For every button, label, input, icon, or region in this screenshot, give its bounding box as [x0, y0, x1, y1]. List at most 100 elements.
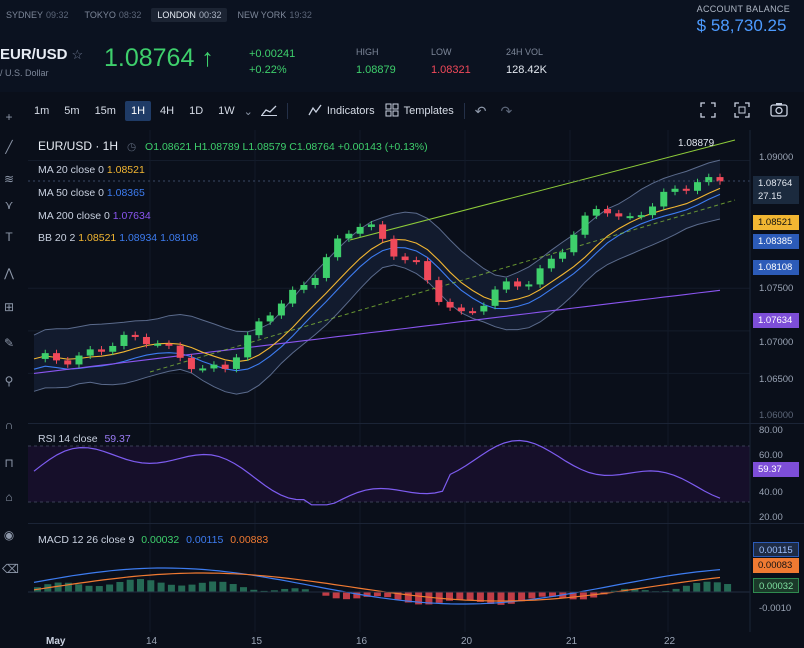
symbol-subtitle: / U.S. Dollar	[0, 68, 49, 78]
macd-histogram-bar	[116, 581, 124, 593]
rsi-band	[28, 446, 750, 502]
magnet-icon[interactable]: ∩	[4, 418, 14, 432]
candle-body	[716, 177, 724, 182]
pitchfork-icon[interactable]: ⋎	[4, 198, 14, 212]
x-axis-label: 21	[566, 636, 578, 647]
chevron-down-icon[interactable]: ⌄	[243, 105, 253, 118]
candle-body	[334, 238, 342, 258]
candle-body	[637, 215, 645, 218]
candle-body	[300, 284, 308, 290]
legend-ma20[interactable]: MA 20 close 0 1.08521	[38, 164, 145, 176]
fullscreen-icon[interactable]	[700, 101, 716, 121]
trendline-icon[interactable]: ╱	[5, 140, 13, 154]
expand-icon[interactable]	[734, 101, 750, 121]
lock-drawings-icon[interactable]: ⌂	[5, 490, 13, 504]
macd-histogram-bar	[466, 592, 474, 601]
macd-histogram-bar	[64, 582, 72, 593]
timeframe-1d[interactable]: 1D	[189, 105, 204, 117]
timeframe-4h[interactable]: 4H	[160, 105, 175, 117]
crosshair-icon[interactable]: +	[5, 110, 13, 124]
macd-signal-tag: 0.00083	[753, 558, 799, 573]
macd-line-value: 0.00115	[186, 534, 224, 546]
macd-histogram-bar	[291, 588, 299, 593]
candle-body	[131, 334, 139, 337]
eye-icon[interactable]: ◉	[3, 528, 15, 542]
session-sydney[interactable]: SYDNEY 09:32	[0, 8, 75, 22]
macd-histogram-bar	[147, 580, 155, 593]
macd-histogram-bar	[435, 592, 443, 603]
projection-icon[interactable]: ⊞	[3, 300, 15, 314]
rsi-legend[interactable]: RSI 14 close 59.37	[38, 433, 131, 445]
countdown: 27.15	[758, 191, 782, 202]
chart-type-icon[interactable]	[260, 104, 277, 119]
candle-body	[232, 357, 240, 369]
macd-histogram-bar	[322, 592, 330, 596]
candle-body	[379, 224, 387, 239]
toolbar-divider	[463, 103, 465, 119]
legend-ma50[interactable]: MA 50 close 0 1.08365	[38, 187, 145, 199]
macd-histogram-bar	[703, 581, 711, 593]
session-tokyo[interactable]: TOKYO 08:32	[79, 8, 148, 22]
clock-icon: ◷	[126, 141, 137, 153]
indicators-button[interactable]: Indicators	[308, 104, 375, 119]
session-clock-bar: SYDNEY 09:32 TOKYO 08:32 LONDON 00:32 NEW Y…	[0, 8, 318, 22]
stat-volume-value: 128.42K	[506, 64, 547, 76]
symbol-name[interactable]: EUR/USD ☆	[0, 46, 83, 63]
lock-icon[interactable]: ⊓	[4, 456, 14, 470]
candle-body	[469, 311, 477, 314]
text-icon[interactable]: T	[5, 230, 13, 244]
candle-body	[671, 188, 679, 192]
session-time: 00:32	[198, 10, 222, 20]
pane-divider[interactable]	[28, 523, 804, 524]
candle-body	[682, 188, 690, 191]
macd-histogram-bar	[157, 582, 165, 593]
session-new-york[interactable]: NEW YORK 19:32	[231, 8, 317, 22]
pattern-icon[interactable]: ⋀	[4, 266, 14, 280]
session-london[interactable]: LONDON 00:32	[151, 8, 228, 22]
macd-legend[interactable]: MACD 12 26 close 9 0.00032 0.00115 0.008…	[38, 534, 268, 546]
timeframe-1m[interactable]: 1m	[34, 105, 50, 117]
timeframe-1h[interactable]: 1H	[124, 101, 152, 121]
timeframe-15m[interactable]: 15m	[94, 105, 116, 117]
camera-icon[interactable]	[770, 102, 788, 120]
macd-histogram-bar	[631, 588, 639, 593]
legend-bb[interactable]: BB 20 2 1.08521 1.08934 1.08108	[38, 232, 198, 244]
fib-icon[interactable]: ≋	[3, 172, 15, 186]
legend-ma200[interactable]: MA 200 close 0 1.07634	[38, 210, 151, 222]
candle-body	[97, 349, 105, 352]
star-icon[interactable]: ☆	[71, 47, 84, 62]
macd-histogram-bar	[363, 592, 371, 597]
candle-body	[109, 345, 117, 352]
candle-body	[536, 268, 544, 285]
macd-histogram-bar	[724, 584, 732, 593]
timeframe-1w[interactable]: 1W	[218, 105, 235, 117]
macd-line	[33, 567, 721, 605]
macd-histogram-bar	[384, 592, 392, 598]
ma200-line	[33, 289, 721, 374]
candle-body	[255, 321, 263, 336]
pane-divider[interactable]	[28, 423, 804, 424]
legend-ma200-value: 1.07634	[112, 210, 151, 222]
macd-histogram-bar	[538, 592, 546, 597]
redo-icon[interactable]: ↷	[500, 102, 513, 119]
ma200-tag: 1.07634	[753, 313, 799, 328]
candle-body	[615, 213, 623, 217]
candle-body	[581, 215, 589, 235]
macd-histogram-bar	[404, 592, 412, 603]
timeframe-5m[interactable]: 5m	[64, 105, 80, 117]
rsi-label: RSI 14 close	[38, 433, 98, 445]
brush-icon[interactable]: ⚲	[4, 374, 14, 388]
undo-icon[interactable]: ↶	[474, 102, 487, 119]
price-change-pct: +0.22%	[249, 64, 287, 76]
templates-button[interactable]: Templates	[385, 103, 454, 120]
price-axis-label: 1.07500	[759, 283, 794, 294]
stat-low-value: 1.08321	[431, 64, 471, 76]
price-axis-label: 1.09000	[759, 152, 794, 163]
candle-body	[401, 256, 409, 261]
macd-histogram-bar	[641, 590, 649, 593]
ruler-icon[interactable]: ✎	[3, 336, 15, 350]
macd-histogram-bar	[528, 592, 536, 599]
legend-ma50-label: MA 50 close 0	[38, 187, 104, 199]
trash-icon[interactable]: ⌫	[2, 562, 19, 576]
